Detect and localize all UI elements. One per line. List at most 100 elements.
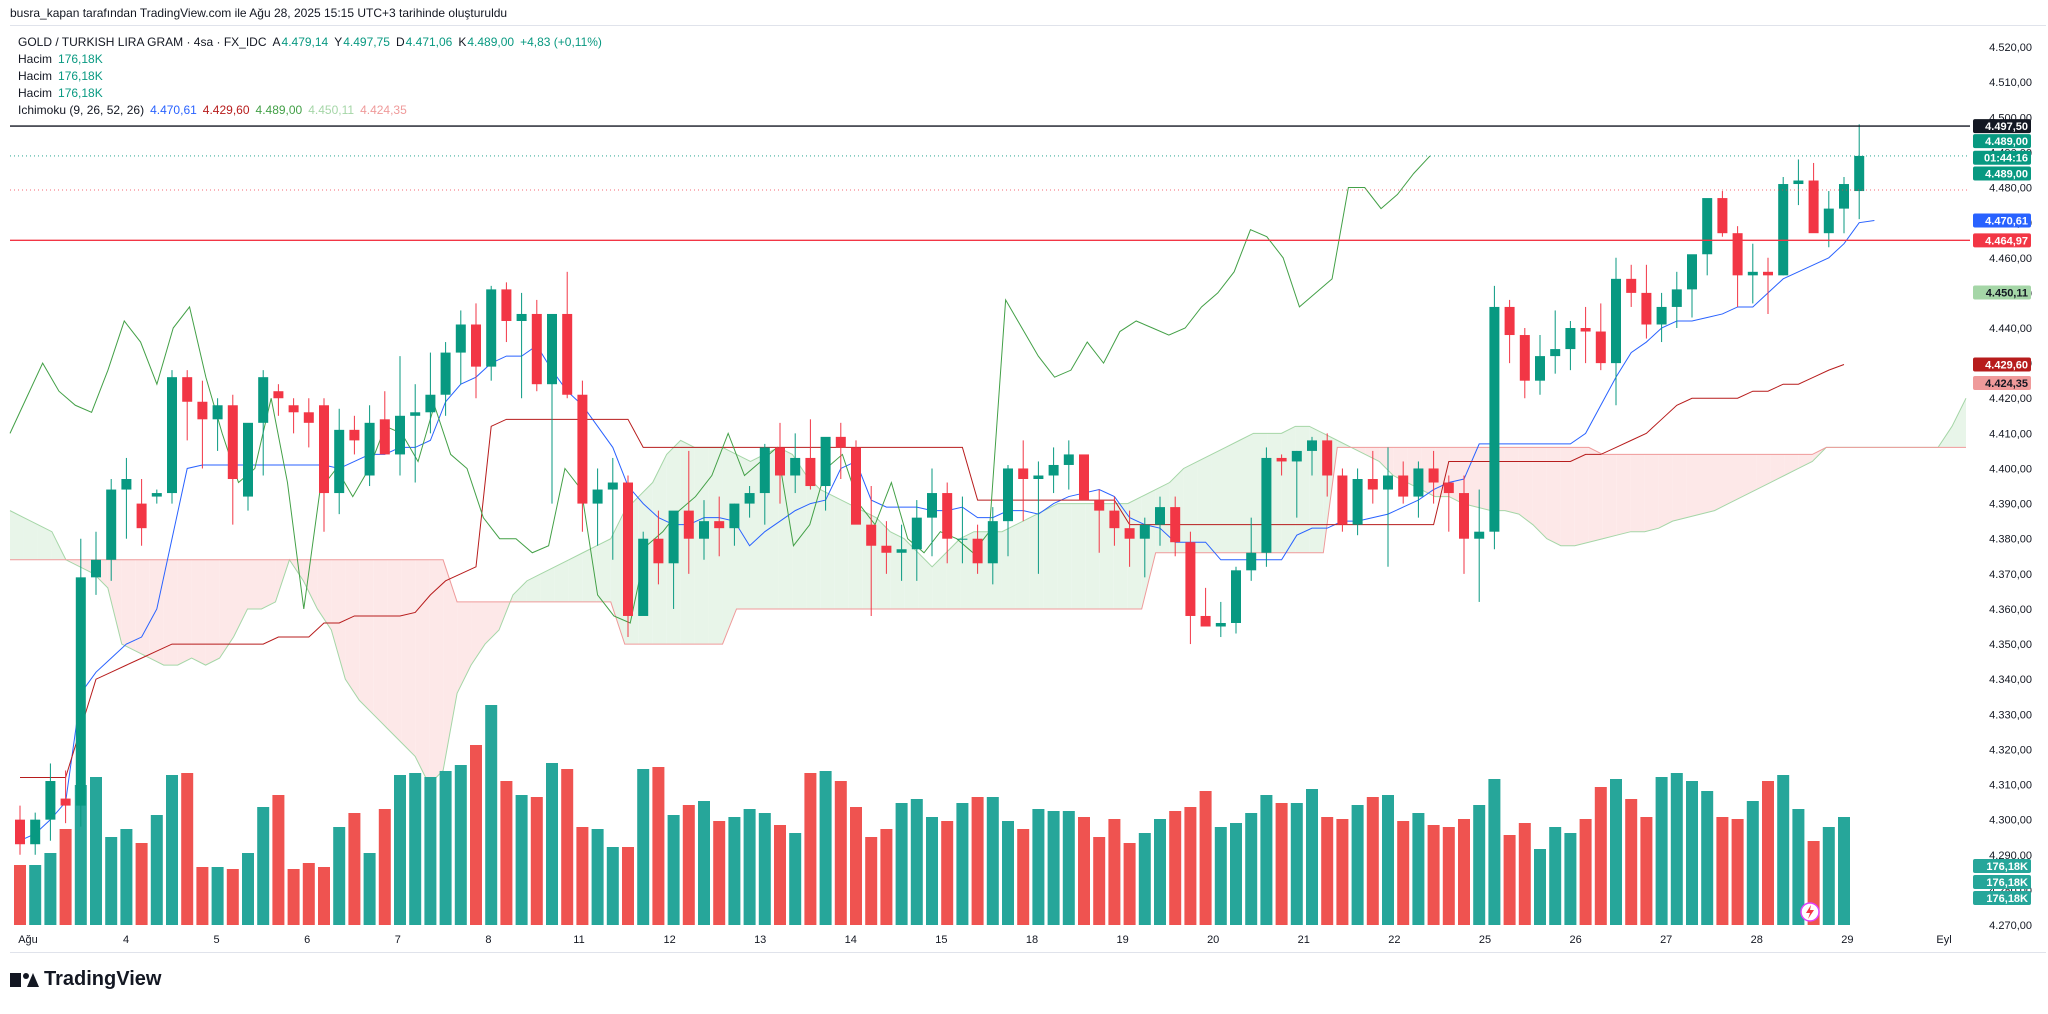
candle[interactable]	[1747, 243, 1758, 304]
candle[interactable]	[1611, 257, 1621, 406]
candle[interactable]	[197, 380, 208, 469]
candle[interactable]	[577, 380, 588, 532]
candle[interactable]	[303, 398, 314, 448]
candle[interactable]	[1413, 461, 1424, 518]
candle[interactable]	[1215, 601, 1226, 638]
candle[interactable]	[1109, 496, 1120, 546]
candle[interactable]	[471, 303, 481, 399]
candle[interactable]	[410, 384, 421, 483]
candle[interactable]	[75, 538, 86, 827]
candle[interactable]	[714, 496, 725, 557]
candle[interactable]	[805, 419, 816, 490]
volume-legend-row[interactable]: Hacim 176,18K	[18, 68, 602, 85]
candle[interactable]	[1200, 587, 1211, 627]
candle[interactable]	[1474, 489, 1485, 602]
candle[interactable]	[1732, 226, 1743, 307]
candle[interactable]	[744, 486, 755, 518]
candle[interactable]	[835, 422, 846, 480]
candle[interactable]	[1443, 475, 1454, 532]
volume-legend-row[interactable]: Hacim 176,18K	[18, 85, 602, 102]
candle[interactable]	[1139, 517, 1150, 578]
candle[interactable]	[1839, 177, 1849, 234]
candle[interactable]	[1687, 254, 1697, 318]
candle[interactable]	[121, 457, 132, 539]
candle[interactable]	[30, 812, 41, 855]
candle[interactable]	[1550, 310, 1561, 374]
candle[interactable]	[1276, 454, 1287, 476]
candle[interactable]	[531, 299, 542, 392]
candle[interactable]	[1519, 328, 1530, 399]
candle[interactable]	[1808, 162, 1819, 234]
candle[interactable]	[1231, 566, 1241, 634]
candle[interactable]	[987, 507, 998, 585]
candle[interactable]	[1291, 450, 1302, 518]
candle[interactable]	[227, 394, 238, 525]
candle[interactable]	[91, 531, 101, 595]
candle[interactable]	[440, 342, 451, 416]
chart-frame[interactable]	[10, 25, 2046, 953]
go-to-realtime-button[interactable]	[1800, 902, 1820, 922]
candle[interactable]	[1079, 454, 1089, 501]
candle[interactable]	[1717, 191, 1728, 237]
candle[interactable]	[1626, 264, 1637, 307]
candle[interactable]	[136, 479, 147, 546]
candle[interactable]	[1671, 271, 1682, 329]
candle[interactable]	[729, 503, 740, 546]
candle[interactable]	[759, 443, 770, 525]
candle[interactable]	[60, 770, 71, 824]
candle[interactable]	[379, 391, 390, 455]
candle[interactable]	[1063, 440, 1074, 490]
candle[interactable]	[1383, 447, 1393, 567]
candle[interactable]	[106, 479, 117, 581]
candle[interactable]	[1261, 447, 1272, 567]
candle[interactable]	[623, 475, 633, 638]
candle[interactable]	[1018, 440, 1029, 522]
candle[interactable]	[592, 468, 603, 546]
candle[interactable]	[349, 415, 360, 455]
candle[interactable]	[1124, 510, 1135, 567]
candle[interactable]	[151, 489, 162, 504]
candle[interactable]	[319, 398, 329, 532]
candle[interactable]	[653, 510, 664, 585]
candle[interactable]	[1854, 124, 1865, 220]
candle[interactable]	[364, 405, 375, 487]
symbol-name[interactable]: GOLD / TURKISH LIRA GRAM · 4sa · FX_IDC	[18, 35, 267, 49]
candle[interactable]	[1367, 450, 1378, 504]
candle[interactable]	[1322, 433, 1333, 497]
candle[interactable]	[455, 310, 466, 385]
candle[interactable]	[1595, 303, 1606, 371]
candle[interactable]	[1823, 191, 1834, 248]
candle[interactable]	[1702, 198, 1713, 276]
candle[interactable]	[15, 805, 25, 855]
candle[interactable]	[1489, 285, 1500, 550]
candle[interactable]	[562, 271, 573, 399]
candle[interactable]	[288, 398, 299, 434]
candle[interactable]	[45, 763, 56, 841]
candle[interactable]	[911, 500, 922, 581]
candle[interactable]	[167, 370, 177, 504]
candle[interactable]	[1763, 257, 1773, 314]
candle[interactable]	[395, 356, 405, 476]
candle[interactable]	[668, 510, 679, 609]
volume-legend-row[interactable]: Hacim 176,18K	[18, 51, 602, 68]
candle[interactable]	[1033, 461, 1044, 574]
candle[interactable]	[486, 285, 497, 381]
candle[interactable]	[790, 433, 801, 494]
candle[interactable]	[1641, 264, 1652, 339]
candle[interactable]	[881, 521, 892, 574]
ichimoku-legend-row[interactable]: Ichimoku (9, 26, 52, 26) 4.470,61 4.429,…	[18, 102, 602, 119]
candle[interactable]	[547, 313, 557, 504]
candle[interactable]	[1459, 475, 1469, 574]
candle[interactable]	[1246, 517, 1257, 581]
candle[interactable]	[1793, 159, 1804, 206]
candle[interactable]	[927, 468, 937, 557]
candle[interactable]	[182, 370, 193, 441]
candle[interactable]	[866, 486, 877, 616]
candle[interactable]	[1094, 489, 1105, 553]
candle[interactable]	[896, 524, 907, 581]
candle[interactable]	[942, 482, 953, 564]
candle[interactable]	[1565, 320, 1576, 371]
candle[interactable]	[1170, 496, 1181, 557]
candle[interactable]	[1778, 177, 1789, 276]
